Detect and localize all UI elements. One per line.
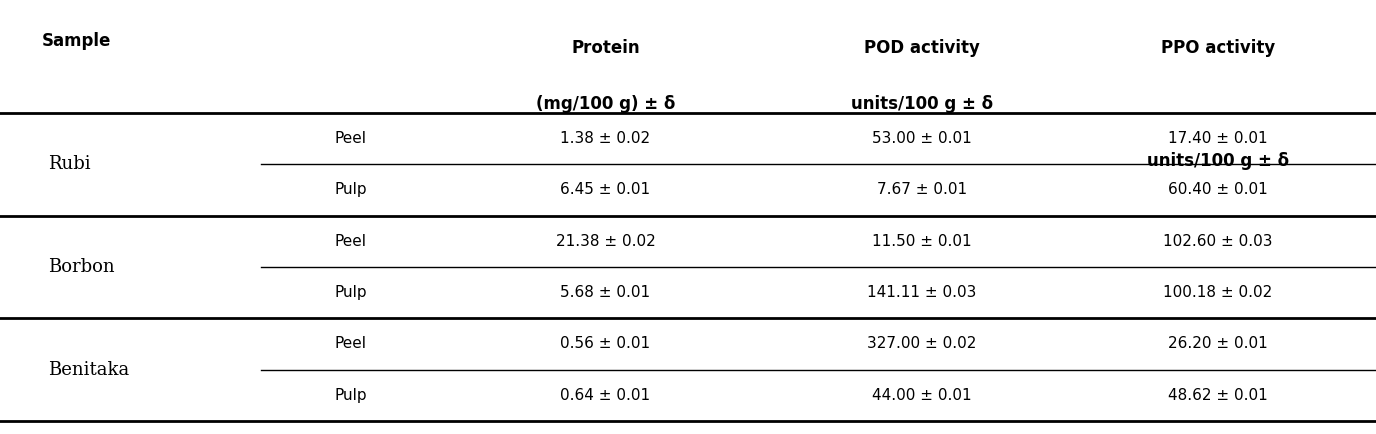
Text: units/100 g ± δ: units/100 g ± δ xyxy=(850,95,993,113)
Text: 7.67 ± 0.01: 7.67 ± 0.01 xyxy=(877,182,967,197)
Text: PPO activity: PPO activity xyxy=(1160,39,1276,57)
Text: 44.00 ± 0.01: 44.00 ± 0.01 xyxy=(872,388,971,403)
Text: 60.40 ± 0.01: 60.40 ± 0.01 xyxy=(1168,182,1267,197)
Text: Pulp: Pulp xyxy=(334,285,367,300)
Text: 11.50 ± 0.01: 11.50 ± 0.01 xyxy=(872,234,971,249)
Text: Protein: Protein xyxy=(571,39,640,57)
Text: Borbon: Borbon xyxy=(48,258,114,276)
Text: 1.38 ± 0.02: 1.38 ± 0.02 xyxy=(560,131,651,146)
Text: Pulp: Pulp xyxy=(334,388,367,403)
Text: 100.18 ± 0.02: 100.18 ± 0.02 xyxy=(1163,285,1273,300)
Text: 6.45 ± 0.01: 6.45 ± 0.01 xyxy=(560,182,651,197)
Text: Rubi: Rubi xyxy=(48,155,91,173)
Text: 5.68 ± 0.01: 5.68 ± 0.01 xyxy=(560,285,651,300)
Text: 48.62 ± 0.01: 48.62 ± 0.01 xyxy=(1168,388,1267,403)
Text: Benitaka: Benitaka xyxy=(48,361,129,378)
Text: POD activity: POD activity xyxy=(864,39,980,57)
Text: Sample: Sample xyxy=(41,32,110,50)
Text: Peel: Peel xyxy=(334,131,367,146)
Text: 102.60 ± 0.03: 102.60 ± 0.03 xyxy=(1163,234,1273,249)
Text: 327.00 ± 0.02: 327.00 ± 0.02 xyxy=(867,336,977,352)
Text: 0.64 ± 0.01: 0.64 ± 0.01 xyxy=(560,388,651,403)
Text: Peel: Peel xyxy=(334,336,367,352)
Text: 21.38 ± 0.02: 21.38 ± 0.02 xyxy=(556,234,655,249)
Text: 17.40 ± 0.01: 17.40 ± 0.01 xyxy=(1168,131,1267,146)
Text: 141.11 ± 0.03: 141.11 ± 0.03 xyxy=(867,285,977,300)
Text: 0.56 ± 0.01: 0.56 ± 0.01 xyxy=(560,336,651,352)
Text: 26.20 ± 0.01: 26.20 ± 0.01 xyxy=(1168,336,1267,352)
Text: (mg/100 g) ± δ: (mg/100 g) ± δ xyxy=(535,95,676,113)
Text: 53.00 ± 0.01: 53.00 ± 0.01 xyxy=(872,131,971,146)
Text: Pulp: Pulp xyxy=(334,182,367,197)
Text: Peel: Peel xyxy=(334,234,367,249)
Text: units/100 g ± δ: units/100 g ± δ xyxy=(1146,152,1289,170)
